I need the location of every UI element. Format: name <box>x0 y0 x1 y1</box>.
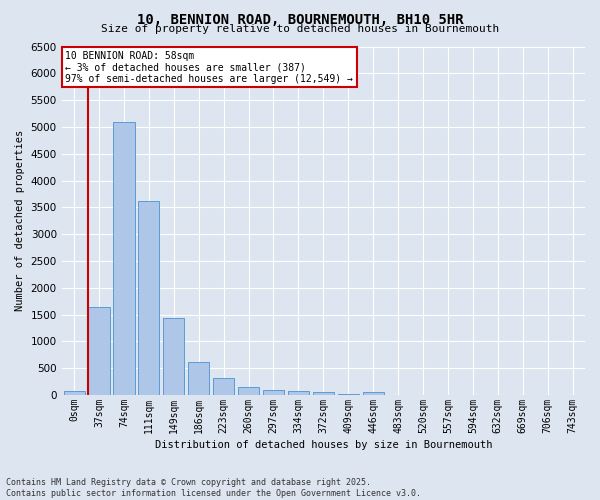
Bar <box>288 391 309 395</box>
X-axis label: Distribution of detached houses by size in Bournemouth: Distribution of detached houses by size … <box>155 440 492 450</box>
Bar <box>88 307 110 395</box>
Bar <box>163 318 184 395</box>
Bar <box>313 392 334 395</box>
Bar <box>138 201 160 395</box>
Bar <box>362 392 384 395</box>
Text: Contains HM Land Registry data © Crown copyright and database right 2025.
Contai: Contains HM Land Registry data © Crown c… <box>6 478 421 498</box>
Bar <box>64 391 85 395</box>
Text: 10, BENNION ROAD, BOURNEMOUTH, BH10 5HR: 10, BENNION ROAD, BOURNEMOUTH, BH10 5HR <box>137 12 463 26</box>
Bar <box>238 386 259 395</box>
Bar <box>338 394 359 395</box>
Bar <box>188 362 209 395</box>
Bar <box>263 390 284 395</box>
Bar <box>213 378 234 395</box>
Bar <box>113 122 134 395</box>
Y-axis label: Number of detached properties: Number of detached properties <box>15 130 25 312</box>
Text: Size of property relative to detached houses in Bournemouth: Size of property relative to detached ho… <box>101 24 499 34</box>
Text: 10 BENNION ROAD: 58sqm
← 3% of detached houses are smaller (387)
97% of semi-det: 10 BENNION ROAD: 58sqm ← 3% of detached … <box>65 51 353 84</box>
